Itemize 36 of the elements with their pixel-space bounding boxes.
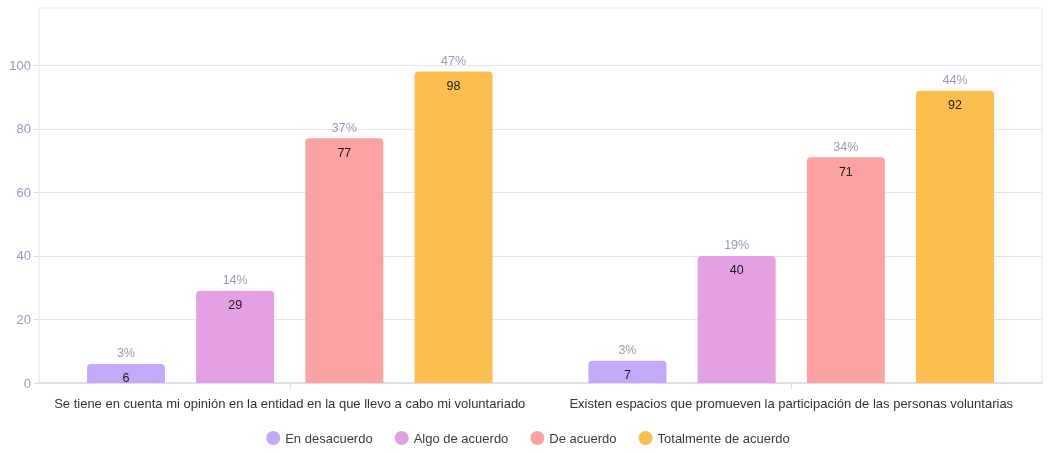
annotation: 47% [441, 54, 467, 69]
annotation: 3% [618, 343, 637, 358]
legend-label: En desacuerdo [285, 430, 373, 446]
data-label: 40 [729, 263, 744, 278]
data-label: 98 [446, 79, 461, 94]
y-tick-label: 80 [16, 121, 31, 137]
legend-label: Totalmente de acuerdo [657, 430, 790, 446]
annotation: 44% [942, 73, 968, 88]
data-label: 77 [337, 145, 352, 160]
data-label: 6 [122, 371, 130, 386]
bar [196, 290, 275, 383]
legend-label: De acuerdo [549, 430, 617, 446]
data-label: 92 [948, 98, 963, 113]
y-tick-label: 20 [16, 311, 31, 327]
x-tick-label: Se tiene en cuenta mi opinión en la entidad en la que llevo a cabo mi voluntariado [54, 396, 526, 411]
annotation: 3% [116, 346, 135, 361]
x-tick-label: Existen espacios que promueven la participación de las personas voluntarias [569, 396, 1014, 411]
data-label: 29 [228, 298, 243, 313]
bar [414, 71, 493, 383]
y-tick-label: 100 [9, 57, 31, 73]
data-label: 7 [623, 368, 631, 383]
data-label: 71 [838, 164, 853, 179]
y-tick-label: 40 [16, 248, 31, 264]
bar [86, 363, 165, 383]
y-tick-label: 0 [23, 375, 31, 391]
bar [697, 255, 776, 383]
bar [916, 90, 995, 383]
bar [305, 138, 384, 383]
legend-label: Algo de acuerdo [413, 430, 509, 446]
bar [588, 360, 667, 383]
annotation: 34% [833, 139, 859, 154]
bar [806, 157, 885, 383]
y-tick-label: 60 [16, 184, 31, 200]
annotation: 37% [331, 120, 357, 135]
annotation: 19% [724, 238, 750, 253]
annotation: 14% [222, 273, 248, 288]
